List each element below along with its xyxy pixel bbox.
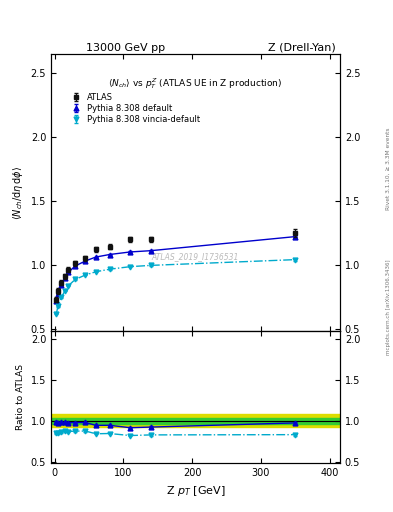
Legend: ATLAS, Pythia 8.308 default, Pythia 8.308 vincia-default: ATLAS, Pythia 8.308 default, Pythia 8.30… — [67, 91, 202, 126]
Y-axis label: Ratio to ATLAS: Ratio to ATLAS — [16, 365, 25, 430]
X-axis label: Z $p_T$ [GeV]: Z $p_T$ [GeV] — [166, 484, 225, 498]
Text: Z (Drell-Yan): Z (Drell-Yan) — [268, 42, 336, 53]
Bar — [51, 418, 340, 424]
Text: ATLAS_2019_I1736531: ATLAS_2019_I1736531 — [152, 252, 239, 261]
Text: Rivet 3.1.10, ≥ 3.3M events: Rivet 3.1.10, ≥ 3.3M events — [386, 127, 391, 210]
Text: mcplots.cern.ch [arXiv:1306.3436]: mcplots.cern.ch [arXiv:1306.3436] — [386, 260, 391, 355]
Bar — [51, 414, 340, 428]
Text: $\langle N_{ch}\rangle$ vs $p_T^Z$ (ATLAS UE in Z production): $\langle N_{ch}\rangle$ vs $p_T^Z$ (ATLA… — [108, 76, 283, 91]
Y-axis label: $\langle N_{ch}/\mathrm{d}\eta\, \mathrm{d}\phi\rangle$: $\langle N_{ch}/\mathrm{d}\eta\, \mathrm… — [11, 165, 25, 220]
Text: 13000 GeV pp: 13000 GeV pp — [86, 42, 165, 53]
